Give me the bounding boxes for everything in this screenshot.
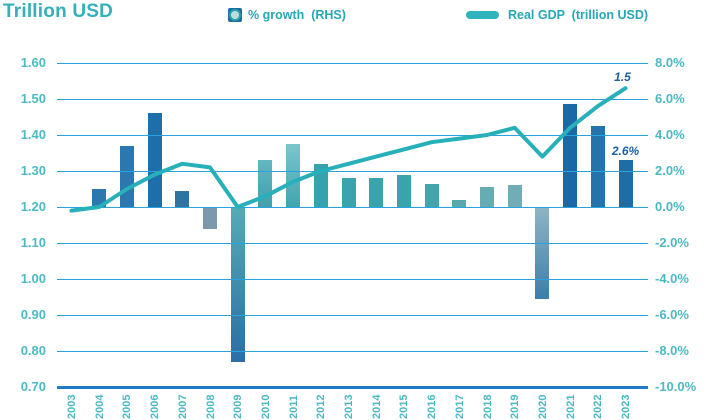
right-axis-tick: 4.0% — [655, 127, 685, 142]
right-axis-tick: 6.0% — [655, 91, 685, 106]
bar-2010 — [258, 160, 273, 207]
x-axis-label-2011: 2011 — [287, 395, 300, 419]
left-axis-tick: 1.50 — [20, 91, 46, 106]
right-axis-tick: -6.0% — [655, 307, 689, 322]
bar-2018 — [480, 187, 494, 207]
annotation-2023-line: 1.5 — [614, 70, 631, 85]
legend-label-growth: % growth (RHS) — [248, 8, 346, 22]
x-axis-label-2016: 2016 — [426, 394, 439, 419]
bar-2020 — [535, 207, 550, 299]
gridline — [57, 351, 648, 352]
gridline — [57, 63, 648, 64]
x-axis-label-2019: 2019 — [509, 394, 522, 419]
bar-2013 — [341, 178, 356, 207]
left-axis-tick: 1.10 — [20, 235, 46, 250]
bar-2008 — [203, 207, 217, 229]
x-axis-label-2015: 2015 — [398, 394, 411, 419]
x-axis-label-2018: 2018 — [481, 394, 494, 419]
right-axis-tick: -2.0% — [655, 235, 689, 250]
right-axis-tick: -10.0% — [655, 379, 697, 394]
right-axis-tick: 8.0% — [655, 55, 685, 70]
legend-item-real-gdp: Real GDP (trillion USD) — [466, 6, 648, 24]
bar-2007 — [175, 190, 190, 207]
x-axis-label-2021: 2021 — [564, 394, 577, 419]
x-axis-label-2023: 2023 — [620, 394, 632, 419]
gridline — [57, 279, 648, 280]
x-axis-label-2006: 2006 — [149, 394, 162, 419]
left-axis-tick: 1.60 — [20, 55, 46, 70]
x-axis-label-2009: 2009 — [232, 394, 245, 419]
x-axis-label-2010: 2010 — [259, 394, 272, 419]
annotation-2023-bar: 2.6% — [611, 144, 640, 159]
left-axis-tick: 1.30 — [20, 163, 46, 178]
gridline — [57, 243, 648, 244]
legend-label-real-gdp: Real GDP (trillion USD) — [508, 8, 649, 22]
right-axis-tick: -8.0% — [655, 343, 689, 358]
bar-2014 — [369, 178, 384, 207]
bar-series-legend-icon — [228, 8, 242, 22]
bar-2022 — [590, 126, 605, 207]
x-axis-label-2007: 2007 — [176, 394, 189, 419]
bar-2011 — [286, 144, 301, 207]
gridline — [57, 315, 648, 316]
gridline — [57, 99, 648, 100]
left-axis-tick: 1.00 — [20, 271, 46, 286]
x-axis-label-2013: 2013 — [343, 394, 355, 419]
left-axis-tick: 0.80 — [20, 343, 46, 358]
right-axis-tick: 0.0% — [655, 199, 685, 214]
x-axis-label-2012: 2012 — [315, 394, 328, 419]
x-axis-label-2005: 2005 — [121, 394, 134, 419]
chart-title: Trillion USD — [3, 1, 114, 22]
bar-2017 — [452, 199, 467, 207]
x-axis-label-2014: 2014 — [370, 394, 383, 419]
left-axis-tick: 0.90 — [20, 307, 46, 322]
left-axis-tick: 1.40 — [20, 127, 46, 142]
legend-item-growth: % growth (RHS) — [228, 6, 346, 24]
bar-2016 — [424, 183, 439, 207]
bar-2023 — [618, 160, 633, 207]
gridline — [57, 207, 648, 208]
x-axis-label-2020: 2020 — [536, 394, 549, 419]
x-axis-label-2017: 2017 — [453, 394, 466, 419]
x-axis-label-2008: 2008 — [204, 394, 217, 419]
bar-2019 — [507, 185, 522, 207]
bar-2004 — [92, 189, 107, 207]
bar-2005 — [119, 145, 134, 207]
gridline — [57, 135, 648, 136]
bar-2009 — [230, 207, 245, 362]
x-axis-label-2003: 2003 — [66, 394, 78, 419]
line-series-legend-icon — [466, 11, 499, 19]
x-axis-label-2004: 2004 — [93, 394, 106, 419]
x-axis-label-2022: 2022 — [592, 394, 605, 419]
bar-2006 — [147, 113, 162, 207]
left-axis-tick: 1.20 — [20, 199, 46, 214]
gridline — [57, 171, 648, 172]
left-axis-tick: 0.70 — [20, 379, 46, 394]
bar-2015 — [396, 174, 411, 207]
right-axis-tick: -4.0% — [655, 271, 689, 286]
bar-2021 — [563, 104, 578, 207]
x-axis-line — [57, 386, 648, 389]
right-axis-tick: 2.0% — [655, 163, 685, 178]
